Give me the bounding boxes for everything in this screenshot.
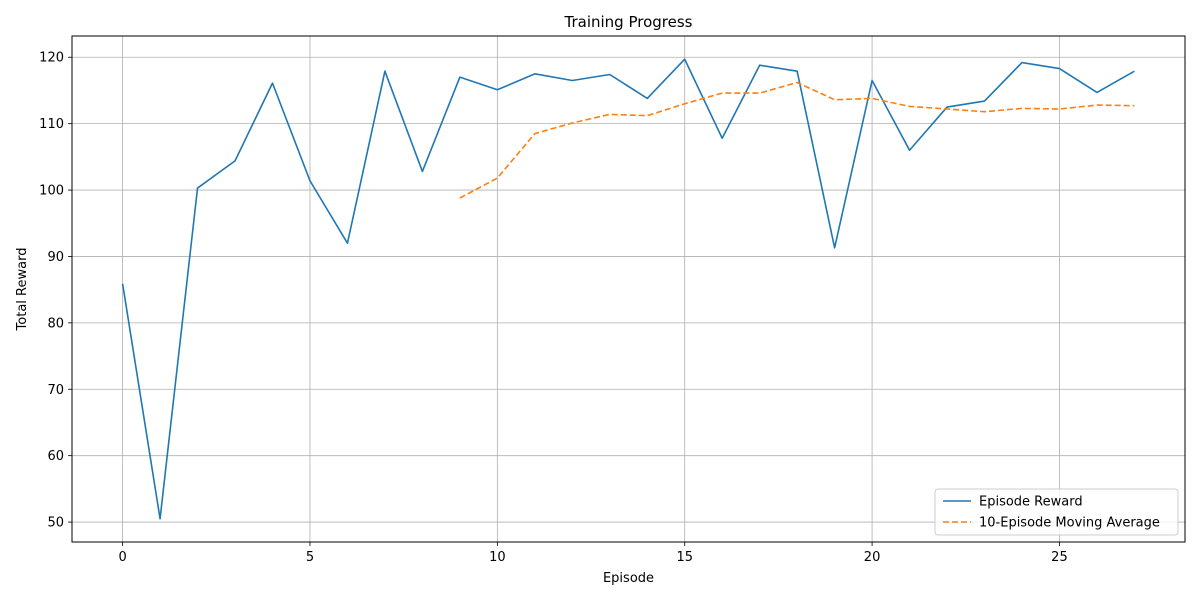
x-tick-label: 25: [1051, 550, 1068, 565]
chart-title: Training Progress: [564, 13, 693, 31]
y-tick-label: 120: [39, 51, 64, 66]
series-line-moving-average: [459, 81, 1135, 199]
series-line-episode-reward: [121, 58, 1135, 520]
y-axis-label: Total Reward: [15, 248, 30, 332]
x-tick-label: 0: [118, 550, 126, 565]
axis-ticks: 0 5 10 15 20 25 50 60 70 80 90 100 110 120: [39, 51, 1068, 565]
x-tick-label: 5: [306, 550, 314, 565]
y-tick-label: 50: [47, 516, 64, 531]
y-tick-label: 100: [39, 184, 64, 199]
y-tick-label: 60: [47, 449, 64, 464]
y-tick-label: 110: [39, 117, 64, 132]
x-tick-label: 20: [864, 550, 881, 565]
legend-label-moving-average: 10-Episode Moving Average: [979, 516, 1160, 531]
y-tick-label: 70: [47, 383, 64, 398]
x-tick-label: 10: [489, 550, 506, 565]
legend-label-episode-reward: Episode Reward: [979, 495, 1083, 510]
y-tick-label: 90: [47, 250, 64, 265]
legend: Episode Reward 10-Episode Moving Average: [934, 488, 1179, 536]
series-layer: [121, 58, 1135, 520]
legend-box: [934, 488, 1179, 536]
y-tick-label: 80: [47, 316, 64, 331]
plot-frame: [71, 35, 1186, 543]
x-tick-label: 15: [676, 550, 693, 565]
x-axis-label: Episode: [603, 571, 654, 586]
